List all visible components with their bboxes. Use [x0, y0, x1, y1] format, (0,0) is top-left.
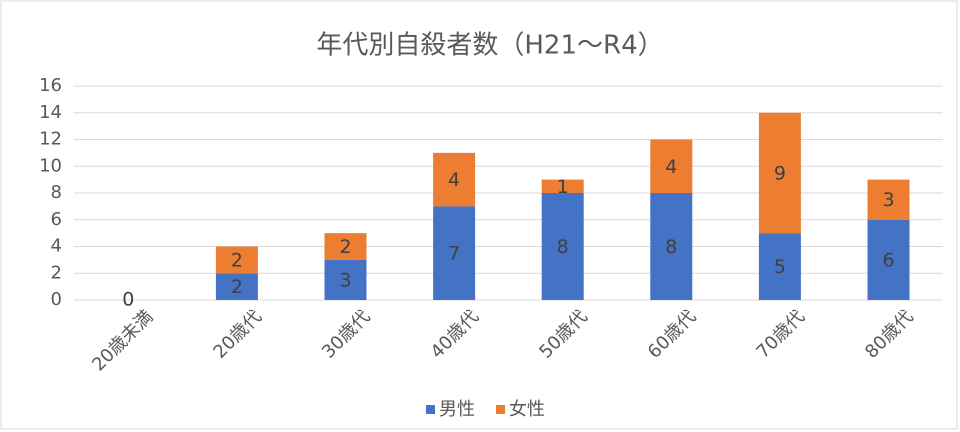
bar [541, 193, 584, 300]
data-label: 2 [231, 249, 243, 271]
bar [758, 112, 801, 234]
bar [215, 273, 258, 300]
bar [541, 179, 584, 193]
y-tick-label: 4 [51, 236, 62, 257]
y-tick-label: 0 [51, 289, 62, 310]
legend-swatch [496, 405, 505, 414]
data-label: 4 [665, 156, 677, 178]
data-label: 8 [665, 236, 677, 258]
y-tick-label: 8 [51, 182, 62, 203]
bar [758, 233, 801, 300]
y-tick-label: 14 [39, 102, 62, 123]
data-label: 2 [339, 236, 351, 258]
data-label: 7 [448, 243, 460, 265]
bar [324, 233, 367, 260]
bar [215, 246, 258, 274]
legend-swatch [426, 405, 435, 414]
y-tick-label: 12 [39, 129, 62, 150]
legend-label: 女性 [509, 399, 545, 420]
data-label: 3 [882, 189, 894, 211]
data-label: 4 [448, 169, 460, 191]
bar [650, 139, 693, 193]
data-label: 8 [557, 236, 569, 258]
y-tick-label: 2 [51, 262, 62, 283]
data-label: 0 [122, 289, 134, 311]
y-tick-label: 16 [39, 75, 62, 96]
bar [433, 152, 476, 207]
bar [433, 206, 476, 300]
data-label: 1 [557, 176, 569, 198]
legend-label: 男性 [439, 399, 475, 420]
data-label: 6 [882, 249, 894, 271]
y-tick-label: 10 [39, 155, 62, 176]
data-label: 5 [774, 256, 786, 278]
bar [324, 259, 367, 300]
bar [867, 179, 910, 220]
data-label: 9 [774, 162, 786, 184]
data-label: 2 [231, 276, 243, 298]
data-label: 3 [339, 269, 351, 291]
bar [650, 193, 693, 300]
chart-title: 年代別自殺者数（H21～R4） [316, 31, 663, 61]
bar [867, 219, 910, 300]
y-tick-label: 6 [51, 209, 62, 230]
